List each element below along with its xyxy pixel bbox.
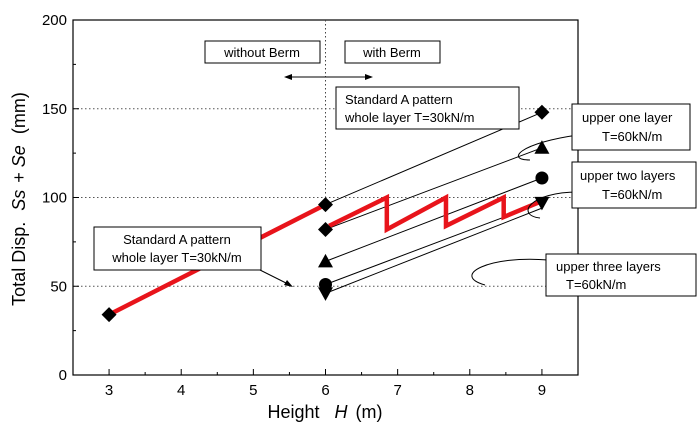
x-axis-symbol: H xyxy=(335,402,349,422)
y-tick-label: 50 xyxy=(50,278,67,295)
upper-two-line1: upper two layers xyxy=(580,168,676,183)
marker-triangle-up xyxy=(534,140,550,154)
std-left-leader xyxy=(259,269,291,286)
upper-one-box xyxy=(571,103,691,151)
y-axis-symbol-1: Ss xyxy=(9,190,29,211)
y-axis-title: Total Disp. Ss + Se (mm) xyxy=(9,92,29,306)
x-tick-label: 8 xyxy=(466,382,474,399)
berm-arrow-left-head xyxy=(284,74,292,80)
x-tick-label: 4 xyxy=(177,382,185,399)
x-axis-unit: (m) xyxy=(356,402,383,422)
marker-diamond xyxy=(101,307,117,323)
upper-two-line2: T=60kN/m xyxy=(602,187,662,202)
upper-two-box xyxy=(571,161,697,209)
y-axis-symbol-2: Se xyxy=(9,145,29,167)
with-berm-label: with Berm xyxy=(362,45,421,60)
axis-ticks: 3 4 5 6 7 8 9 0 50 100 150 200 xyxy=(42,12,579,399)
upper-two-leader xyxy=(527,191,579,219)
std-left-box xyxy=(93,226,262,271)
x-tick-label: 3 xyxy=(105,382,113,399)
x-axis-label: Height xyxy=(267,402,319,422)
upper-three-leader xyxy=(471,258,549,286)
upper-one-line1: upper one layer xyxy=(582,110,673,125)
upper-one-leader xyxy=(518,134,579,161)
marker-circle xyxy=(535,171,549,185)
berm-arrow-right-head xyxy=(365,74,373,80)
x-tick-label: 7 xyxy=(393,382,401,399)
marker-triangle-down xyxy=(318,287,333,301)
marker-triangle-up xyxy=(318,253,333,268)
series-line-black xyxy=(325,177,543,262)
std-left-line2: whole layer T=30kN/m xyxy=(111,250,241,265)
y-axis-label: Total Disp. xyxy=(9,222,29,306)
series-line-black xyxy=(325,147,543,230)
x-axis-title: Height H (m) xyxy=(267,402,382,422)
without-berm-label: without Berm xyxy=(223,45,300,60)
std-right-line2: whole layer T=30kN/m xyxy=(344,110,474,125)
upper-three-line2: T=60kN/m xyxy=(566,277,626,292)
y-tick-label: 0 xyxy=(59,367,67,384)
std-left-line1: Standard A pattern xyxy=(123,232,231,247)
x-tick-label: 5 xyxy=(249,382,257,399)
std-right-box xyxy=(335,86,520,130)
y-axis-unit: (mm) xyxy=(9,92,29,134)
marker-diamond xyxy=(534,104,550,120)
upper-three-box xyxy=(545,253,697,297)
marker-diamond xyxy=(318,197,333,213)
x-tick-label: 6 xyxy=(321,382,329,399)
without-berm-box xyxy=(204,40,321,64)
with-berm-box xyxy=(344,40,441,64)
upper-three-line1: upper three layers xyxy=(556,259,661,274)
series-line-black xyxy=(325,207,543,294)
series-line-red xyxy=(328,193,543,234)
data-markers xyxy=(101,104,550,323)
y-axis-plus: + xyxy=(9,172,29,183)
y-tick-label: 200 xyxy=(42,12,67,29)
marker-triangle-down xyxy=(534,196,550,211)
marker-diamond xyxy=(318,221,333,237)
std-left-leader-head xyxy=(284,280,293,287)
upper-one-line2: T=60kN/m xyxy=(602,129,662,144)
y-tick-label: 100 xyxy=(42,190,67,207)
x-tick-label: 9 xyxy=(538,382,546,399)
std-right-line1: Standard A pattern xyxy=(345,92,453,107)
y-tick-label: 150 xyxy=(42,101,67,118)
